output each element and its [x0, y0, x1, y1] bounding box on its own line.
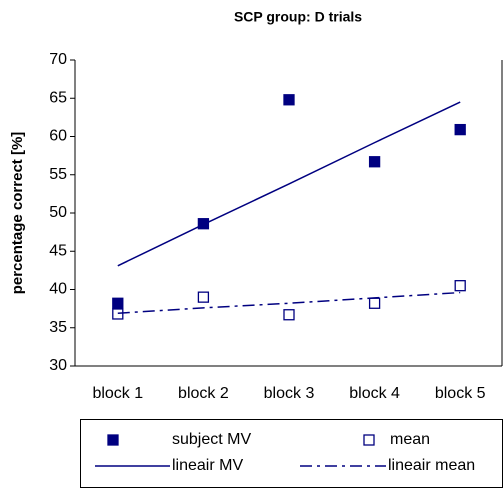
trend-line [117, 291, 461, 314]
y-tick-label: 55 [49, 166, 67, 183]
marker [454, 280, 466, 292]
legend-box [80, 419, 503, 488]
marker [368, 156, 381, 168]
marker [112, 297, 124, 309]
chart-title: SCP group: D trials [234, 9, 362, 25]
x-tick-label: block 5 [435, 385, 486, 402]
legend-marker [363, 434, 375, 446]
marker [197, 291, 210, 303]
trend-line [117, 101, 461, 267]
legend-label: subject MV [172, 431, 251, 448]
legend-label: lineair MV [172, 457, 243, 474]
y-tick-label: 35 [49, 319, 67, 336]
y-tick-label: 70 [49, 51, 67, 68]
y-tick-label: 50 [49, 204, 67, 221]
y-tick-label: 40 [49, 281, 67, 298]
legend-marker [107, 434, 119, 446]
y-tick-label: 60 [49, 128, 67, 145]
marker [368, 297, 381, 309]
y-tick-label: 45 [49, 242, 67, 259]
y-tick-label: 30 [49, 357, 67, 374]
marker [283, 309, 295, 321]
x-tick-label: block 3 [264, 385, 315, 402]
marker [454, 123, 466, 136]
y-axis-label: percentage correct [%] [9, 132, 26, 295]
x-tick-label: block 4 [349, 385, 400, 402]
y-tick-label: 65 [49, 89, 67, 106]
x-tick-label: block 2 [178, 385, 229, 402]
x-tick-label: block 1 [92, 385, 143, 402]
legend-label: lineair mean [388, 457, 475, 474]
marker [112, 308, 124, 320]
marker [283, 94, 295, 106]
legend-label: mean [390, 431, 430, 448]
